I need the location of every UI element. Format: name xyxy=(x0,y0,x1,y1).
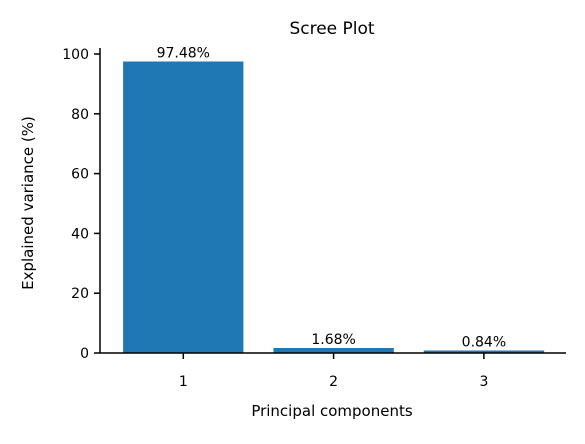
data-label-pc-2: 1.68% xyxy=(311,332,355,348)
x-axis: 1 2 3 xyxy=(100,352,566,390)
y-tick-label: 40 xyxy=(71,226,89,242)
data-labels-layer: 97.48% 1.68% 0.84% xyxy=(157,46,507,351)
y-tick-label: 80 xyxy=(71,107,89,123)
data-label-pc-3: 0.84% xyxy=(462,335,506,351)
y-tick-label: 100 xyxy=(62,47,89,63)
data-label-pc-1: 97.48% xyxy=(157,46,210,62)
bar-pc-1 xyxy=(123,61,244,353)
bar-pc-2 xyxy=(273,348,394,353)
y-axis: 0 20 40 60 80 100 xyxy=(62,47,101,362)
y-tick-label: 0 xyxy=(80,346,89,362)
y-axis-label: Explained variance (%) xyxy=(19,116,37,290)
x-tick-label: 3 xyxy=(479,374,488,390)
chart-title: Scree Plot xyxy=(289,19,374,39)
x-axis-label: Principal components xyxy=(251,402,413,420)
bar-pc-3 xyxy=(423,350,545,353)
y-tick-label: 60 xyxy=(71,167,89,183)
y-tick-label: 20 xyxy=(71,286,89,302)
x-tick-label: 2 xyxy=(329,374,338,390)
bars-layer xyxy=(123,61,545,353)
x-tick-label: 1 xyxy=(179,374,188,390)
